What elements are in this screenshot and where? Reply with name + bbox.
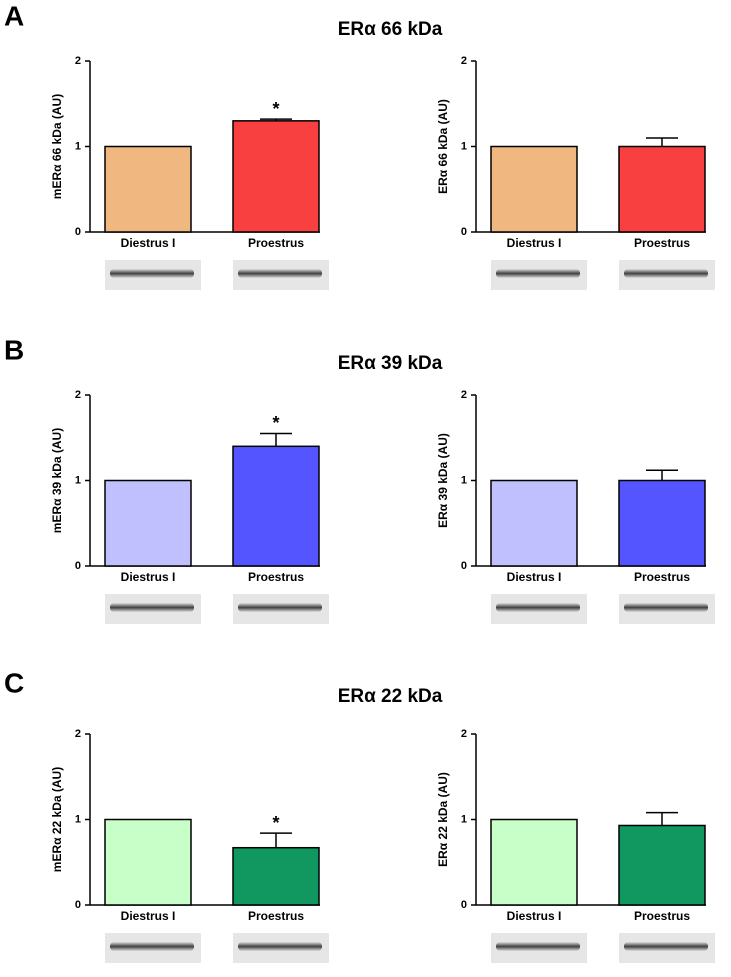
significance: * (272, 99, 279, 119)
y-axis-label: ERα 22 kDa (AU) (436, 772, 450, 867)
blot-band (624, 603, 708, 612)
x-tick-label: Proestrus (634, 570, 690, 584)
y-tick-label: 0 (461, 226, 467, 238)
significance: * (272, 813, 279, 833)
x-tick-label: Proestrus (634, 236, 690, 250)
y-tick-label: 2 (461, 55, 467, 67)
x-tick-label: Diestrus I (121, 236, 176, 250)
x-tick-label: Diestrus I (507, 570, 562, 584)
y-tick-label: 2 (461, 728, 467, 740)
blot-band (110, 603, 194, 612)
y-tick-label: 1 (75, 813, 81, 825)
section-title: ERα 66 kDa (338, 19, 443, 40)
y-tick-label: 2 (75, 55, 81, 67)
y-tick-label: 1 (461, 140, 467, 152)
x-tick-label: Diestrus I (121, 570, 176, 584)
bar (104, 145, 192, 233)
blot-band (238, 603, 322, 612)
blot-band (238, 942, 322, 951)
x-tick-label: Diestrus I (507, 236, 562, 250)
y-tick-label: 1 (75, 140, 81, 152)
bar (618, 145, 706, 233)
panel-letter: B (4, 334, 24, 365)
y-tick-label: 1 (461, 474, 467, 486)
y-tick-label: 0 (461, 899, 467, 911)
x-tick-label: Proestrus (248, 570, 304, 584)
y-tick-label: 2 (75, 728, 81, 740)
y-tick-label: 1 (75, 474, 81, 486)
y-axis-label: mERα 66 kDa (AU) (50, 94, 64, 199)
y-tick-label: 2 (461, 389, 467, 401)
blot-band (238, 269, 322, 278)
blot-band (496, 269, 580, 278)
bar (232, 445, 320, 567)
significance: * (272, 413, 279, 433)
bar (104, 479, 192, 567)
y-axis-label: ERα 66 kDa (AU) (436, 99, 450, 194)
bar (490, 479, 578, 567)
y-tick-label: 0 (75, 899, 81, 911)
y-tick-label: 0 (75, 226, 81, 238)
y-tick-label: 0 (75, 560, 81, 572)
section-title: ERα 39 kDa (338, 353, 443, 374)
x-tick-label: Diestrus I (121, 909, 176, 923)
y-tick-label: 2 (75, 389, 81, 401)
panel-letter: C (4, 667, 24, 698)
y-axis-label: mERα 22 kDa (AU) (50, 767, 64, 872)
blot-band (110, 269, 194, 278)
blot-band (110, 942, 194, 951)
bar (618, 479, 706, 567)
bar (104, 818, 192, 906)
bar (490, 818, 578, 906)
blot-band (496, 603, 580, 612)
y-tick-label: 1 (461, 813, 467, 825)
x-tick-label: Diestrus I (507, 909, 562, 923)
y-tick-label: 0 (461, 560, 467, 572)
blot-band (496, 942, 580, 951)
section-title: ERα 22 kDa (338, 686, 443, 707)
bar (232, 846, 320, 906)
x-tick-label: Proestrus (248, 909, 304, 923)
x-tick-label: Proestrus (248, 236, 304, 250)
bar (232, 120, 320, 233)
y-axis-label: ERα 39 kDa (AU) (436, 433, 450, 528)
blot-band (624, 269, 708, 278)
x-tick-label: Proestrus (634, 909, 690, 923)
blot-band (624, 942, 708, 951)
y-axis-label: mERα 39 kDa (AU) (50, 428, 64, 533)
bar (618, 824, 706, 906)
panel-letter: A (4, 0, 24, 31)
bar (490, 145, 578, 233)
